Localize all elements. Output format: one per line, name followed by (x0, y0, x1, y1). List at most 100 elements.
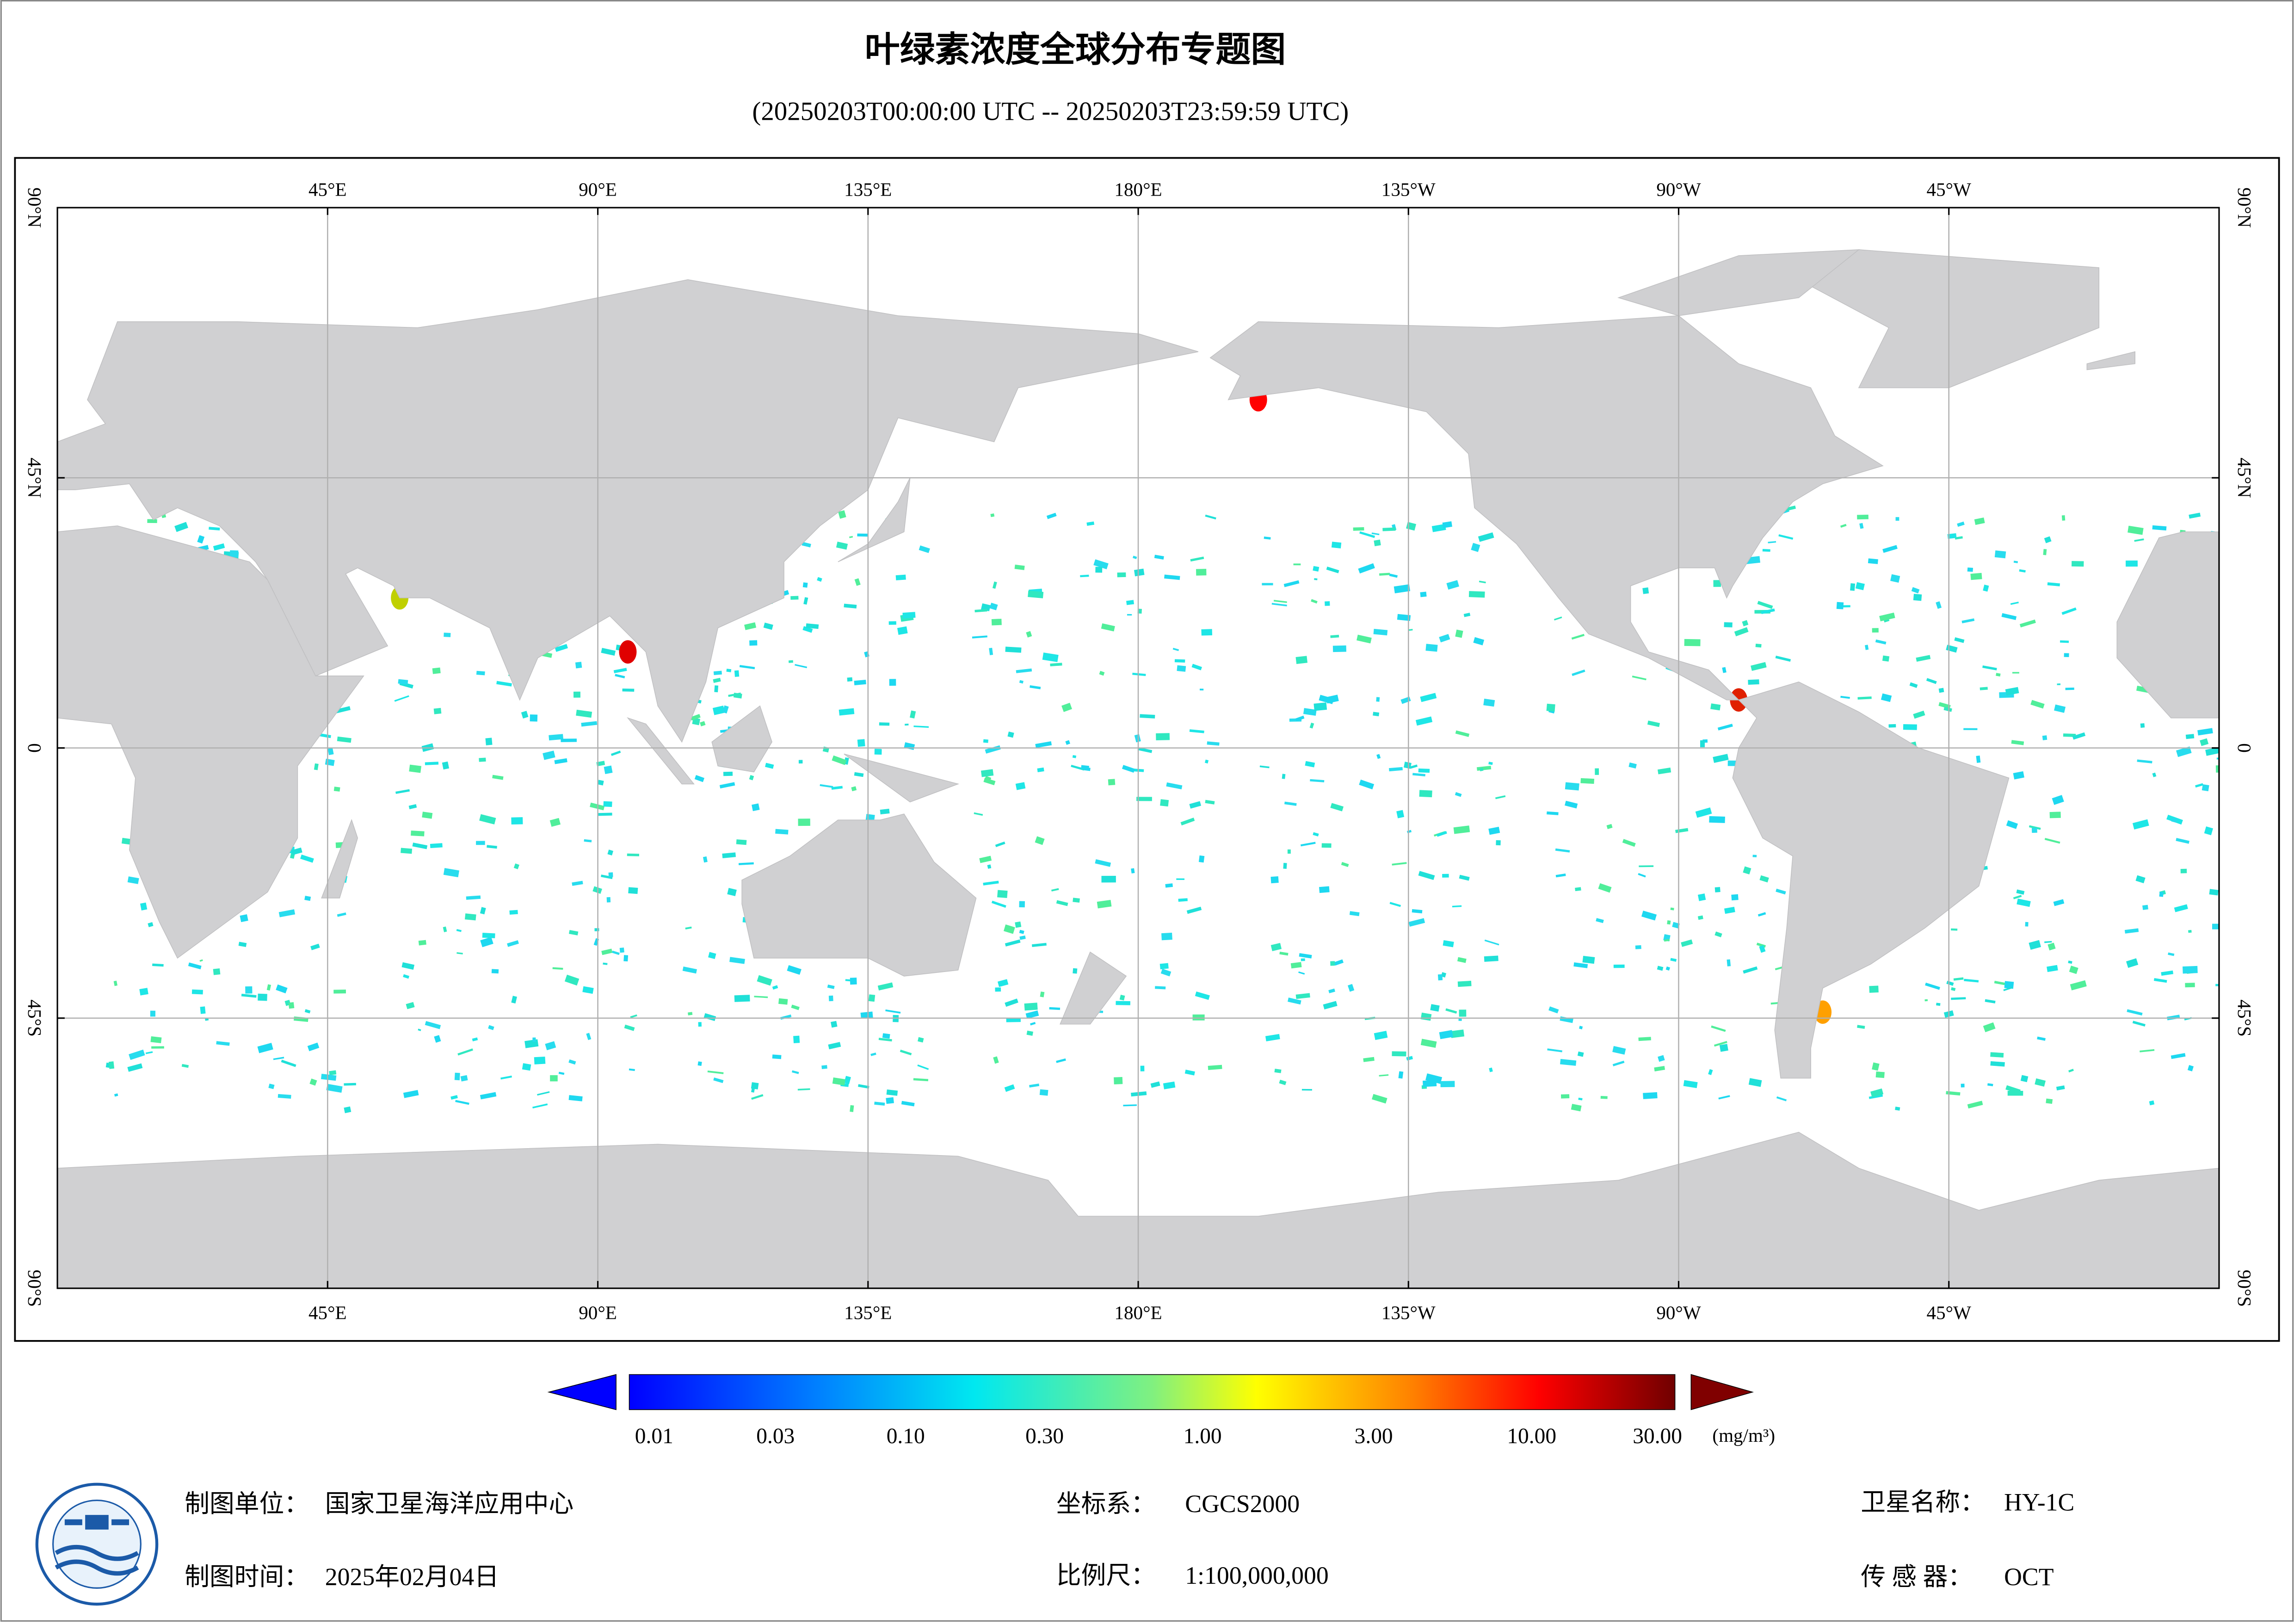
chl-pixel (1014, 565, 1025, 570)
chl-pixel (1295, 993, 1310, 999)
chl-pixel (1314, 702, 1327, 711)
chl-pixel (1455, 629, 1463, 638)
chl-pixel (1425, 1073, 1443, 1084)
chl-pixel (1123, 1104, 1137, 1107)
chl-pixel (1093, 559, 1109, 570)
chl-pixel (1439, 634, 1450, 643)
chl-pixel (488, 1025, 494, 1030)
chl-pixel (1374, 1031, 1388, 1040)
chl-pixel (152, 963, 164, 967)
chl-pixel (2168, 952, 2175, 956)
chl-pixel (629, 1068, 635, 1071)
chl-pixel (1005, 939, 1021, 947)
chl-pixel (1967, 567, 1973, 572)
chl-pixel (1695, 807, 1712, 818)
chl-pixel (608, 872, 613, 877)
chl-pixel (615, 674, 625, 679)
chl-pixel (1080, 574, 1089, 578)
chl-pixel (482, 933, 495, 939)
chl-pixel (432, 667, 441, 674)
chl-pixel (992, 581, 997, 589)
chl-pixel (1658, 1055, 1665, 1062)
chl-pixel (854, 578, 861, 586)
chl-pixel (425, 762, 439, 765)
chl-pixel (444, 633, 451, 637)
chl-pixel (1319, 695, 1334, 704)
chl-pixel (844, 603, 857, 609)
chl-pixel (2215, 765, 2219, 773)
chl-pixel (772, 985, 778, 990)
chl-pixel (1398, 1071, 1404, 1079)
chl-pixel (995, 841, 1005, 847)
lon-label-bottom: 135°W (1381, 1302, 1436, 1323)
chl-pixel (1936, 1003, 1941, 1006)
chl-pixel (2072, 561, 2084, 567)
chl-pixel (1478, 532, 1494, 542)
chl-pixel (1479, 580, 1486, 584)
colorbar-low-arrow (547, 1374, 617, 1410)
chl-pixel (418, 1028, 421, 1031)
chl-pixel (344, 1106, 352, 1113)
chl-pixel (1029, 1083, 1040, 1088)
chl-pixel (713, 671, 722, 675)
chl-pixel (1946, 980, 1954, 986)
chl-pixel (1613, 964, 1625, 968)
chl-pixel (685, 926, 692, 929)
chl-pixel (1026, 631, 1032, 638)
chl-pixel (1004, 1084, 1015, 1092)
chl-pixel (2037, 1036, 2046, 1041)
chl-pixel (1961, 618, 1975, 623)
chl-pixel (1947, 533, 1957, 539)
chl-pixel (797, 1088, 810, 1091)
chl-pixel (1273, 600, 1287, 603)
map-frame (14, 157, 2280, 1342)
chl-pixel (1005, 646, 1022, 653)
chl-pixel (1097, 899, 1112, 909)
chl-pixel (1035, 741, 1052, 748)
chl-pixel (1025, 1010, 1039, 1019)
chl-pixel (1191, 664, 1202, 671)
chl-pixel (1855, 582, 1865, 591)
chl-pixel (726, 669, 732, 672)
chl-pixel (1875, 1071, 1885, 1078)
chl-pixel (854, 772, 864, 777)
chl-pixel (749, 775, 754, 781)
chl-pixel (703, 856, 708, 863)
chl-pixel (281, 1059, 296, 1067)
chl-pixel (1727, 959, 1731, 966)
chl-pixel (868, 994, 876, 1002)
chl-pixel (1051, 888, 1059, 892)
chl-pixel (1442, 874, 1449, 878)
chl-pixel (1857, 696, 1872, 700)
chl-pixel (554, 758, 567, 764)
chl-pixel (1159, 963, 1169, 970)
chl-pixel (1455, 730, 1470, 737)
chl-pixel (1565, 782, 1579, 791)
chl-pixel (1458, 1018, 1462, 1021)
chl-pixel (787, 965, 802, 975)
chl-pixel (1555, 874, 1566, 878)
chl-pixel (1358, 563, 1375, 574)
chl-pixel (1196, 569, 1207, 576)
chl-pixel (1943, 707, 1952, 712)
chl-pixel (877, 982, 894, 990)
chl-pixel (464, 913, 476, 921)
chl-pixel (878, 1038, 892, 1042)
chl-pixel (1161, 933, 1172, 941)
chl-pixel (795, 664, 808, 668)
chl-pixel (919, 545, 930, 554)
chl-pixel (1913, 710, 1925, 719)
chl-pixel (245, 986, 253, 994)
chl-pixel (1003, 924, 1015, 934)
chl-pixel (1389, 573, 1398, 578)
chl-pixel (140, 902, 148, 910)
chl-pixel (734, 670, 740, 677)
chl-pixel (1734, 627, 1749, 637)
chl-pixel (847, 677, 853, 682)
lat-label-left: 45°N (24, 458, 45, 498)
chl-pixel (979, 855, 992, 863)
chl-pixel (2180, 868, 2187, 874)
chl-pixel (1431, 523, 1446, 532)
chl-pixel (1571, 634, 1585, 640)
chl-pixel (2202, 784, 2209, 792)
